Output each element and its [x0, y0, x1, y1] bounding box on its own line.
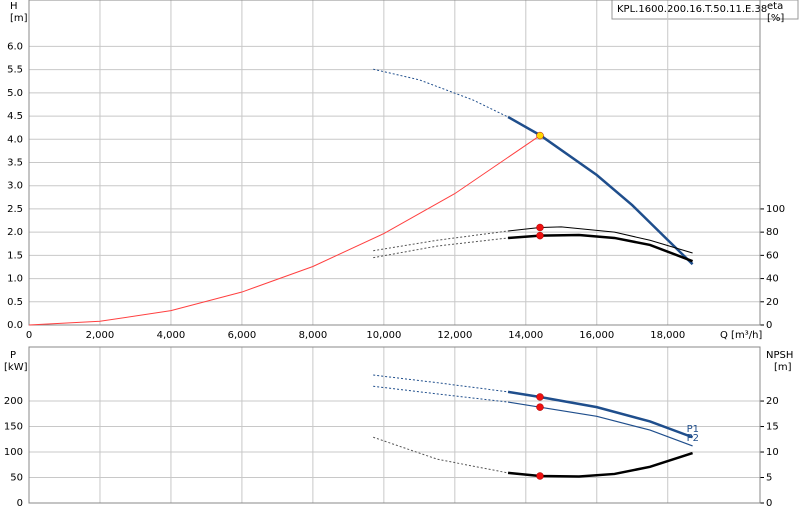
y2-tick-label: 20	[766, 396, 779, 407]
y2-unit: [%]	[767, 13, 784, 24]
x-tick-label: 18,000	[650, 330, 685, 341]
y-tick-label: 1.5	[7, 250, 23, 261]
operating-point	[536, 231, 544, 240]
y-tick-label: 0	[17, 498, 23, 509]
y-tick-label: 0.0	[7, 320, 23, 331]
y2-tick-label: 20	[766, 297, 779, 308]
y2-tick-label: 5	[766, 473, 772, 484]
y2-tick-label: 15	[766, 422, 779, 433]
curve	[373, 237, 509, 259]
model-label: KPL.1600.200.16.T.50.11.E.38	[617, 4, 767, 15]
y-tick-label: 6.0	[7, 41, 23, 52]
y-tick-label: 100	[4, 447, 23, 458]
curve	[507, 226, 693, 254]
curve	[507, 115, 694, 266]
y2-tick-label: 60	[766, 250, 779, 261]
y-tick-label: 2.5	[7, 204, 23, 215]
y2-label: NPSH	[766, 350, 793, 361]
x-tick-label: 12,000	[437, 330, 472, 341]
x-tick-label: 10,000	[366, 330, 401, 341]
y2-tick-label: 10	[766, 447, 779, 458]
plot-frame	[28, 0, 761, 326]
plot-frame	[28, 346, 761, 504]
y2-tick-label: 80	[766, 227, 779, 238]
y-tick-label: 5.5	[7, 65, 23, 76]
y-tick-label: 1.0	[7, 274, 23, 285]
curve	[373, 374, 509, 393]
y-tick-label: 4.0	[7, 134, 23, 145]
curve	[507, 233, 694, 263]
curve	[373, 385, 509, 403]
model-box	[611, 0, 799, 20]
curve-label: P1	[687, 424, 699, 435]
curve	[507, 451, 693, 478]
y-label: H	[10, 1, 18, 12]
y2-unit: [m]	[774, 362, 792, 373]
operating-point	[536, 131, 544, 140]
x-tick-label: 2,000	[86, 330, 115, 341]
curve	[373, 230, 509, 252]
y-tick-label: 3.5	[7, 158, 23, 169]
y-tick-label: 2.0	[7, 227, 23, 238]
y2-tick-label: 100	[766, 204, 785, 215]
y2-tick-label: 0	[766, 498, 772, 509]
operating-point	[536, 393, 544, 401]
operating-point	[536, 472, 544, 480]
y-tick-label: 0.5	[7, 297, 23, 308]
curve	[507, 390, 694, 439]
x-label: Q [m³/h]	[720, 330, 762, 341]
y2-label: eta	[767, 1, 783, 12]
y-label: P	[10, 350, 16, 361]
curve	[507, 401, 693, 447]
x-tick-label: 0	[26, 330, 32, 341]
y2-tick-label: 40	[766, 274, 779, 285]
x-tick-label: 16,000	[579, 330, 614, 341]
x-tick-label: 14,000	[508, 330, 543, 341]
y-tick-label: 200	[4, 396, 23, 407]
operating-point	[536, 403, 544, 411]
y-unit: [m]	[10, 13, 28, 24]
y-tick-label: 3.0	[7, 181, 23, 192]
x-tick-label: 6,000	[228, 330, 257, 341]
y2-tick-label: 0	[766, 320, 772, 331]
curve	[28, 135, 541, 326]
curve-label: P2	[687, 433, 699, 444]
x-tick-label: 4,000	[157, 330, 186, 341]
y-unit: [kW]	[4, 362, 28, 373]
x-tick-label: 8,000	[299, 330, 328, 341]
y-tick-label: 5.0	[7, 88, 23, 99]
operating-point	[536, 223, 544, 232]
y-tick-label: 4.5	[7, 111, 23, 122]
y-tick-label: 150	[4, 422, 23, 433]
y-tick-label: 50	[10, 473, 23, 484]
